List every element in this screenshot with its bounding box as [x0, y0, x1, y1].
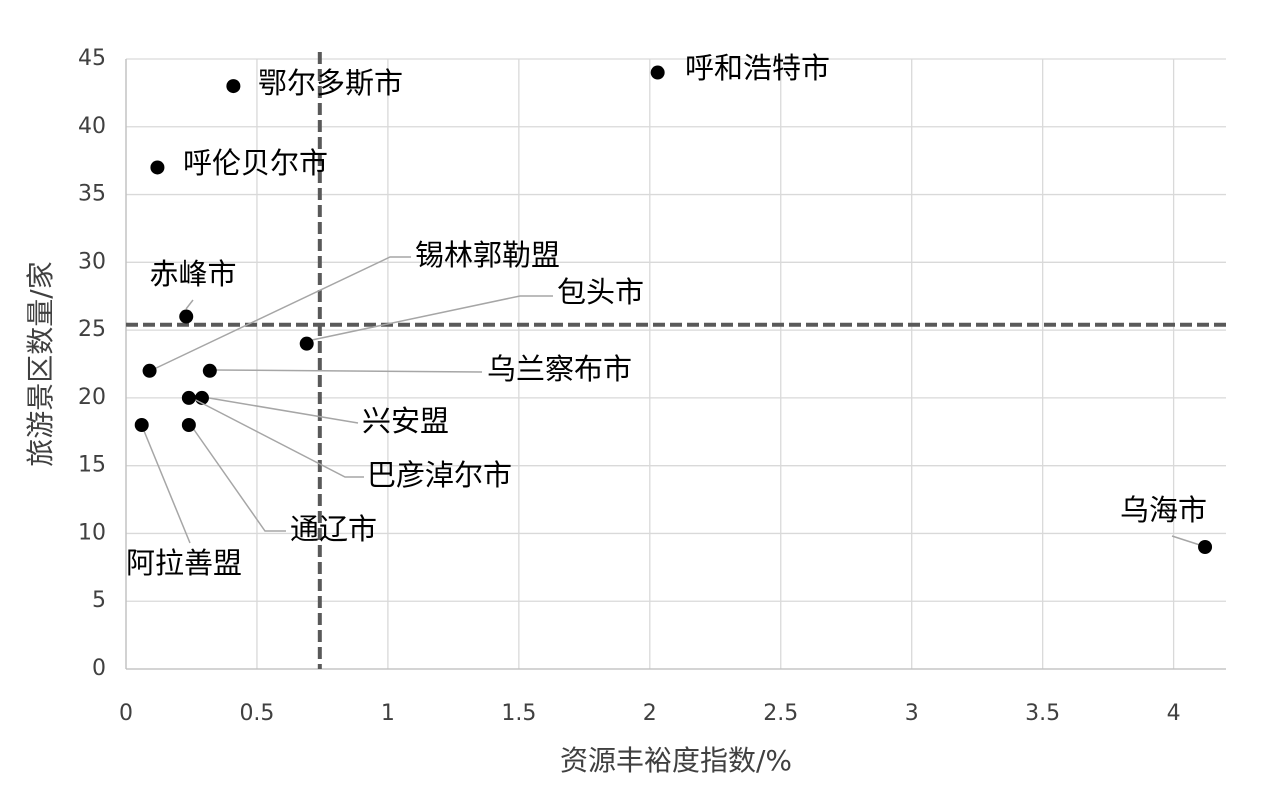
point: [179, 309, 194, 324]
y-tick-label: 20: [78, 385, 106, 410]
x-tick-label: 3: [905, 701, 919, 726]
leader-line: [311, 295, 553, 341]
point: [150, 160, 165, 175]
leader-line: [141, 425, 191, 544]
point: [134, 418, 149, 432]
y-tick-label: 25: [78, 317, 106, 342]
y-tick-label: 10: [78, 520, 106, 545]
y-tick-label: 5: [92, 588, 106, 613]
leader-line: [202, 396, 359, 424]
y-tick-label: 35: [78, 182, 106, 207]
point-label: 阿拉善盟: [126, 546, 242, 580]
point: [226, 79, 241, 94]
x-tick-label: 2: [643, 701, 657, 726]
point: [202, 363, 217, 378]
point: [1198, 540, 1213, 554]
x-tick-label: 0: [119, 701, 133, 726]
point-label: 乌兰察布市: [487, 352, 632, 386]
x-axis-title: 资源丰裕度指数/%: [560, 744, 792, 777]
x-tick-label: 4: [1167, 701, 1181, 726]
point-label: 乌海市: [1120, 493, 1207, 527]
x-tick-label: 2.5: [763, 701, 798, 726]
point-label: 兴安盟: [362, 404, 449, 438]
point: [299, 336, 314, 351]
x-tick-label: 1.5: [501, 701, 536, 726]
y-tick-label: 30: [78, 249, 106, 274]
y-axis-title: 旅游景区数量/家: [24, 261, 57, 466]
y-tick-label: 45: [78, 46, 106, 71]
point-label: 鄂尔多斯市: [258, 66, 403, 100]
leader-line: [151, 256, 411, 371]
y-tick-label: 15: [78, 453, 106, 478]
point-label: 通辽市: [290, 512, 377, 546]
point-label: 呼和浩特市: [685, 51, 830, 85]
leader-line: [189, 396, 364, 478]
point-label: 呼伦贝尔市: [183, 146, 328, 180]
point-label: 赤峰市: [149, 257, 236, 291]
point-label: 巴彦淖尔市: [367, 458, 512, 492]
x-tick-label: 0.5: [239, 701, 274, 726]
point: [181, 390, 196, 405]
leader-line: [212, 369, 483, 373]
y-tick-label: 0: [92, 656, 106, 681]
point-label: 包头市: [557, 275, 644, 309]
x-tick-label: 3.5: [1025, 701, 1060, 726]
leader-line: [185, 299, 194, 310]
point-label: 锡林郭勒盟: [415, 238, 560, 272]
point: [650, 65, 665, 80]
leader-line: [189, 423, 286, 532]
point: [142, 363, 157, 378]
leader-line: [1171, 535, 1204, 547]
y-tick-label: 40: [78, 114, 106, 139]
point: [181, 418, 196, 432]
x-tick-label: 1: [381, 701, 395, 726]
